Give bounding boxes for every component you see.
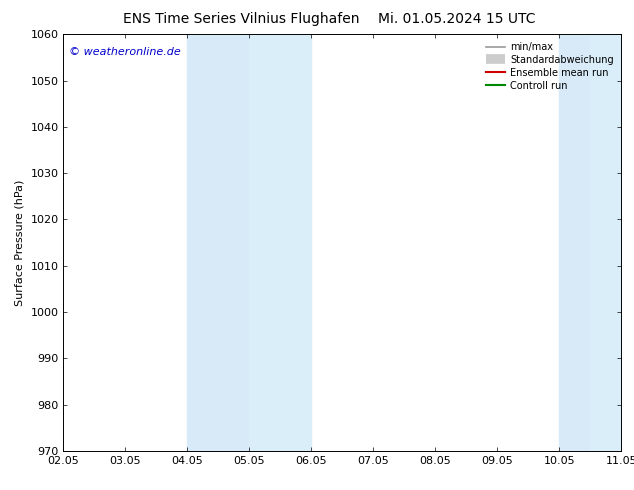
Y-axis label: Surface Pressure (hPa): Surface Pressure (hPa) [15,179,25,306]
Text: ENS Time Series Vilnius Flughafen: ENS Time Series Vilnius Flughafen [122,12,359,26]
Bar [590,34,621,451]
Text: Mi. 01.05.2024 15 UTC: Mi. 01.05.2024 15 UTC [378,12,535,26]
Bar [559,34,590,451]
Bar [188,34,249,451]
Text: © weatheronline.de: © weatheronline.de [69,47,181,57]
Legend: min/max, Standardabweichung, Ensemble mean run, Controll run: min/max, Standardabweichung, Ensemble me… [482,39,616,94]
Bar [249,34,311,451]
